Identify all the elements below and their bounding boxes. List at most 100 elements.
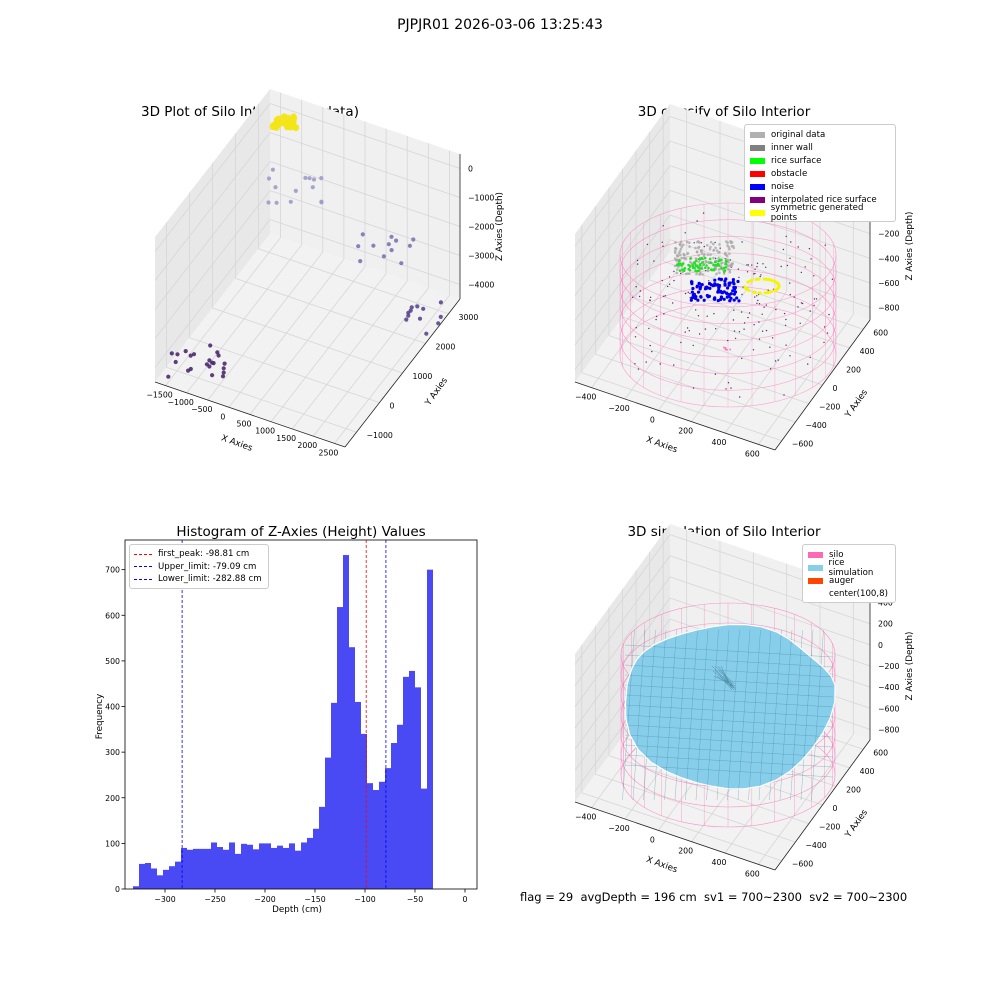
interpolated-point	[740, 311, 743, 313]
legend-label: inner wall	[771, 142, 813, 153]
interpolated-point	[741, 357, 743, 360]
data-point	[360, 232, 365, 237]
data-point	[288, 199, 293, 204]
original-data-point	[728, 248, 731, 251]
histogram-bar	[187, 849, 193, 889]
y-axis-label: Y Axies	[843, 388, 870, 421]
symmetric-point	[777, 285, 781, 289]
interpolated-point	[692, 387, 695, 389]
rice-mesh-line	[790, 629, 803, 801]
legend-label: obstacle	[771, 168, 808, 179]
rice-mesh-line	[624, 734, 834, 748]
original-data-point	[675, 259, 679, 262]
original-data-point	[678, 243, 682, 246]
noise-point	[690, 296, 694, 300]
histogram-bar	[253, 849, 259, 889]
original-data-point	[726, 241, 729, 244]
legend-label: noise	[771, 181, 794, 192]
interpolated-point	[757, 299, 759, 302]
interpolated-point	[713, 313, 715, 315]
legend-line	[134, 553, 152, 555]
rice-surface-point	[712, 268, 716, 272]
rice-surface-point	[700, 257, 704, 261]
data-point	[310, 185, 315, 190]
rice-surface-point	[705, 264, 708, 267]
legend-swatch	[808, 564, 823, 571]
original-data-point	[715, 272, 718, 276]
y-tick-label: 400	[105, 703, 120, 712]
gridline	[574, 555, 671, 686]
z-tick-label: 0	[878, 641, 883, 650]
y-tick-label: 1000	[413, 372, 433, 381]
interpolated-point	[789, 257, 791, 259]
interpolated-point	[704, 328, 707, 330]
rice-surface-point	[697, 269, 700, 273]
data-point	[358, 259, 363, 264]
symmetric-point	[744, 286, 748, 290]
z-tick-label: −800	[878, 304, 899, 313]
legend-entry: auger	[808, 574, 890, 587]
interpolated-point	[689, 292, 691, 295]
interpolated-point	[809, 310, 811, 312]
noise-point	[706, 286, 710, 290]
original-data-point	[681, 243, 685, 247]
x-tick-label: 200	[678, 847, 693, 856]
original-data-point	[679, 253, 682, 257]
rice-mesh-line	[624, 744, 834, 758]
histogram-plot: −300 −250 −200 −150 −100 −50 0 0 100 200 300 400 500…	[95, 539, 478, 915]
x-tick-label: 0	[650, 835, 655, 844]
interpolated-point	[790, 241, 792, 243]
data-point	[188, 366, 193, 372]
original-data-point	[726, 244, 729, 247]
noise-point	[736, 279, 740, 284]
histogram-bar	[163, 869, 169, 889]
simulation-legend: silo rice simulation auger center(100,8)	[802, 544, 896, 603]
rice-surface-point	[724, 266, 728, 269]
histogram-bar	[157, 875, 163, 889]
noise-point	[695, 284, 699, 288]
interpolated-point	[815, 298, 818, 300]
noise-point	[698, 287, 702, 291]
legend-line	[134, 578, 152, 580]
rice-surface-point	[709, 261, 712, 265]
legend-label: rice simulation	[828, 557, 874, 578]
interpolated-point	[692, 344, 694, 347]
original-data-point	[709, 240, 713, 244]
original-data-point	[700, 252, 704, 255]
original-data-point	[697, 253, 701, 257]
symmetric-point	[756, 277, 760, 281]
interpolated-point	[696, 220, 698, 222]
data-point	[191, 352, 197, 357]
symmetric-point	[758, 291, 762, 295]
gridline	[669, 189, 871, 259]
y-tick-label: −1000	[367, 431, 393, 440]
x-axis-line	[574, 381, 776, 451]
data-point	[319, 200, 324, 205]
original-data-point	[712, 256, 715, 260]
x-tick-label: 400	[712, 858, 727, 867]
rice-mesh-line	[624, 644, 834, 658]
histogram-bar	[283, 847, 289, 889]
original-data-point	[682, 253, 686, 257]
data-point	[421, 306, 426, 311]
original-data-point	[715, 249, 719, 252]
noise-point	[732, 298, 736, 302]
rice-surface-point	[704, 266, 707, 270]
noise-point	[690, 282, 694, 286]
histogram-bar	[259, 843, 265, 889]
data-point	[207, 358, 212, 363]
interpolated-point	[635, 286, 637, 288]
silo-ring	[619, 285, 837, 391]
histogram-bar	[391, 743, 397, 889]
rice-mesh-line	[706, 629, 719, 801]
z-tick-label: −4000	[468, 281, 494, 290]
interpolated-point	[645, 361, 647, 363]
rice-surface-point	[710, 268, 714, 272]
z-tick-label: −1000	[468, 194, 494, 203]
data-point	[407, 243, 412, 248]
interpolated-point	[668, 283, 671, 285]
interpolated-point	[752, 349, 755, 351]
original-data-point	[684, 257, 688, 261]
y-tick-label: 600	[873, 748, 888, 757]
interpolated-point	[756, 295, 758, 297]
